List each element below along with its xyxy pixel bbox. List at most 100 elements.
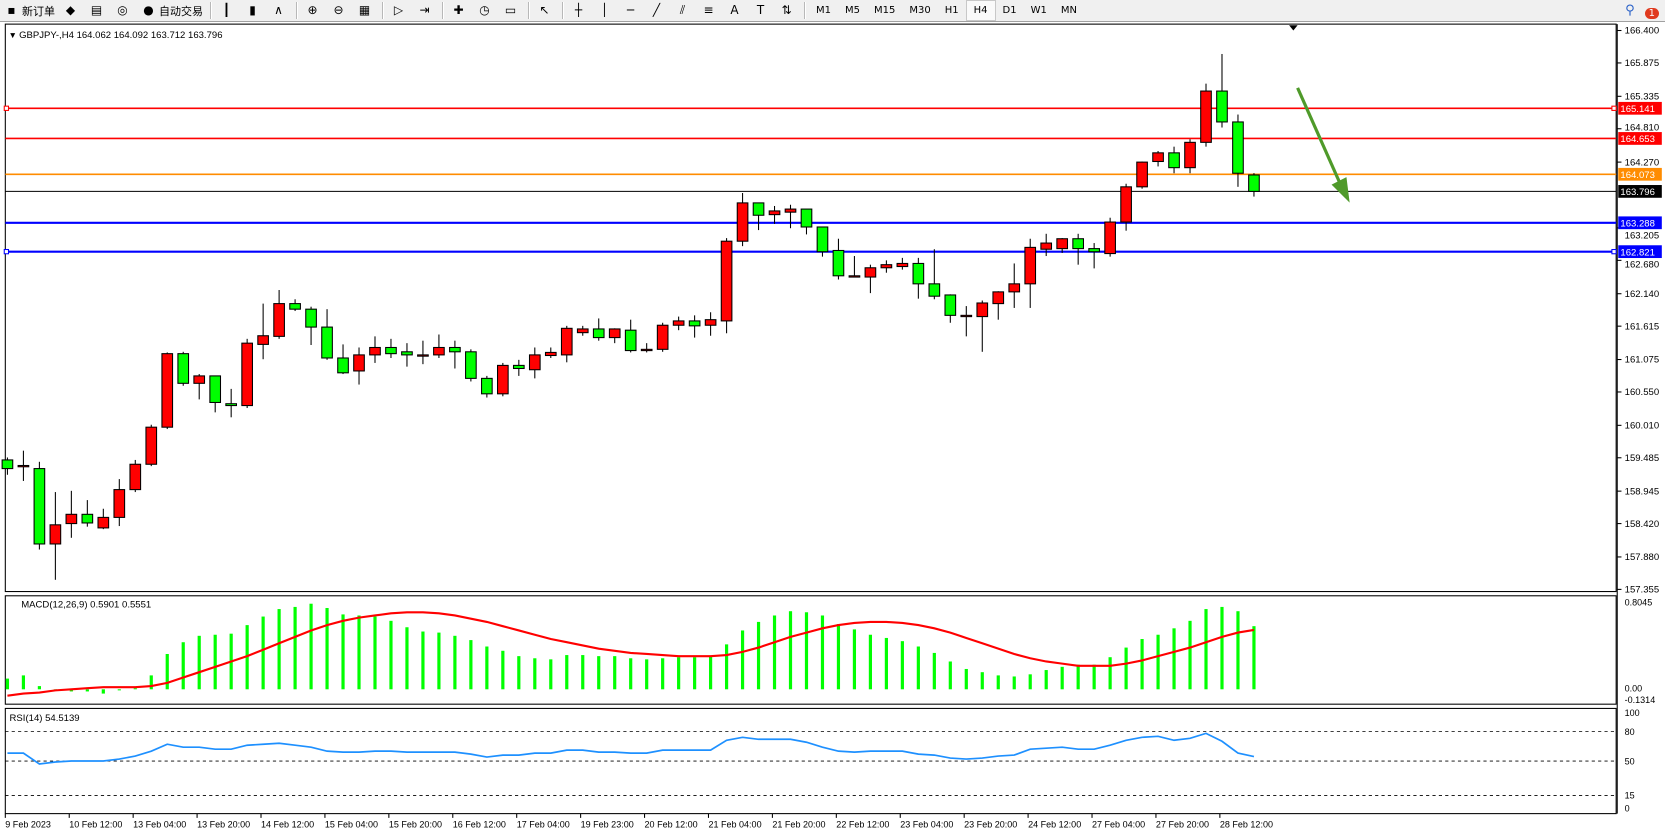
candle-body [257,335,269,345]
candlestick-button[interactable]: ▮ [241,1,267,20]
fibonacci-button[interactable]: ≡ [697,1,723,20]
candle-body [1248,174,1260,192]
templates-button[interactable]: ▭ [499,1,525,20]
time-label: 10 Feb 12:00 [69,819,122,829]
price-tick-label: 157.880 [1625,552,1660,563]
macd-histogram-bar [1220,606,1224,690]
auto-scroll-button[interactable]: ▷ [387,1,413,20]
market-watch-button[interactable]: ◆ [59,1,85,20]
macd-histogram-bar [517,656,521,690]
auto-trading-button[interactable]: ● 自动交易 [137,1,207,20]
candle [209,375,222,413]
text-label-button[interactable]: T [749,1,775,20]
candle-body [433,346,445,356]
macd-histogram-bar [1060,666,1064,690]
horizontal-line-icon: ─ [626,3,635,17]
candle-body [1152,152,1164,163]
timeframe-m5[interactable]: M5 [845,5,860,16]
timeframe-d1[interactable]: D1 [1002,5,1017,16]
periods-button[interactable]: ◷ [473,1,499,20]
chart-shift-marker-icon[interactable] [1289,25,1298,31]
price-tick-label: 161.615 [1625,321,1660,332]
level-handle[interactable] [3,248,10,255]
candlestick-icon: ▮ [249,3,256,17]
toolbar-right: ⚲ 1 [1625,1,1659,20]
candle-body [1088,248,1100,253]
signals-button[interactable]: ◎ [111,1,137,20]
notifications-button[interactable]: 1 [1644,1,1659,20]
timeframe-mn[interactable]: MN [1060,5,1077,16]
vertical-line-button[interactable]: │ [593,1,619,20]
level-handle[interactable] [1611,105,1617,111]
macd-histogram-bar [357,615,361,690]
time-label: 19 Feb 23:00 [581,819,634,829]
macd-histogram-bar [964,668,968,690]
candle-body [161,353,174,428]
crosshair-button[interactable]: ┼ [567,1,593,20]
time-label: 9 Feb 2023 [5,819,51,829]
tile-windows-button[interactable]: ▦ [353,1,379,20]
macd-histogram-bar [916,646,920,690]
level-handle[interactable] [3,105,10,111]
candle-body [928,283,941,297]
equidistant-channel-icon: ⫽ [679,3,686,17]
candle [608,328,621,344]
timeframe-h1[interactable]: H1 [944,5,959,16]
candle [912,257,925,299]
market-watch-icon: ◆ [65,3,76,17]
candle-body [401,351,413,356]
symbol-menu-arrow-icon[interactable]: ▼ [8,30,16,40]
level-handle[interactable] [1611,248,1617,255]
macd-histogram-bar [629,658,633,690]
equidistant-channel-button[interactable]: ⫽ [671,1,697,20]
new-order-button[interactable]: ▪ 新订单 [0,1,59,20]
rsi-tick-label: 100 [1625,708,1640,718]
candle [576,325,589,336]
trend-arrow-shaft[interactable] [1296,87,1342,185]
macd-histogram-bar [341,614,345,690]
candle [465,349,477,382]
macd-histogram-bar [1076,664,1080,690]
macd-histogram-bar [852,629,857,690]
search-icon[interactable]: ⚲ [1625,3,1635,18]
arrows-button[interactable]: ⇅ [775,1,801,20]
horizontal-line-button[interactable]: ─ [619,1,645,20]
toolbar-separator [382,2,384,19]
candle [672,316,685,331]
candle [161,352,174,430]
price-level-label: 164.653 [1620,134,1655,145]
cursor-button[interactable]: ↖ [533,1,559,20]
text-button[interactable]: A [723,1,749,20]
notification-count-badge: 1 [1644,8,1659,19]
price-level-tag [1618,167,1662,181]
timeframe-m30[interactable]: M30 [909,5,931,16]
candle-body [1184,141,1196,169]
zoom-in-button[interactable]: ⊕ [301,1,327,20]
candle [640,343,653,353]
price-chart[interactable]: GBPJPY-,H4 164.062 164.092 163.712 163.7… [0,22,1665,837]
candle [1088,243,1100,269]
zoom-out-button[interactable]: ⊖ [327,1,353,20]
candle-body [1232,121,1244,174]
candle [544,347,557,358]
line-chart-button[interactable]: ∧ [267,1,293,20]
chart-shift-button[interactable]: ⇥ [413,1,439,20]
cursor-icon: ↖ [539,3,550,17]
timeframe-w1[interactable]: W1 [1030,5,1047,16]
trendline-button[interactable]: ╱ [645,1,671,20]
toolbar-separator [210,2,212,19]
candle [928,249,941,300]
line-chart-icon: ∧ [274,3,283,17]
bar-chart-button[interactable]: ┃ [215,1,241,20]
rsi-tick-label: 50 [1625,757,1635,767]
timeframe-m1[interactable]: M1 [816,5,831,16]
data-window-button[interactable]: ▤ [85,1,111,20]
candle [624,319,637,353]
timeframe-h4[interactable]: H4 [965,0,996,21]
macd-histogram-bar [677,657,681,690]
indicators-button[interactable]: ✚ [447,1,473,20]
macd-histogram-bar [1012,676,1016,690]
time-label: 21 Feb 20:00 [772,819,825,829]
candle-body [560,327,573,356]
timeframe-m15[interactable]: M15 [874,5,896,16]
